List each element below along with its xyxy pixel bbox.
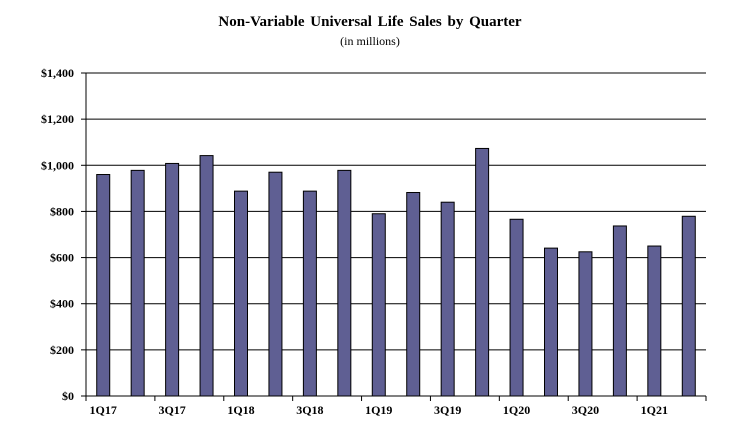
x-tick-label: 1Q21	[641, 403, 668, 417]
bar-4Q19	[475, 147, 490, 397]
chart-subtitle: (in millions)	[340, 34, 400, 48]
bar-4Q20	[612, 225, 627, 397]
x-tick-label: 3Q20	[572, 403, 599, 417]
bar-2Q18	[268, 171, 283, 397]
bar-1Q17	[96, 174, 111, 397]
x-tick-label: 3Q17	[158, 403, 185, 417]
bar-2Q17	[130, 169, 145, 397]
bar-1Q19	[371, 213, 386, 397]
y-tick-label: $1,200	[41, 112, 74, 126]
y-tick-label: $200	[50, 343, 74, 357]
y-tick-label: $1,000	[41, 158, 74, 172]
y-tick-label: $0	[62, 389, 74, 403]
x-tick-label: 3Q19	[434, 403, 461, 417]
bar-3Q19	[440, 201, 455, 397]
bar-3Q17	[165, 162, 180, 397]
bar-2Q20	[544, 247, 558, 397]
bar-2Q19	[406, 192, 421, 397]
x-tick-label: 1Q19	[365, 403, 392, 417]
y-tick-label: $600	[50, 251, 74, 265]
bar-1Q18	[234, 190, 248, 397]
chart-title: Non-Variable Universal Life Sales by Qua…	[218, 14, 522, 30]
bar-2Q21	[681, 215, 696, 397]
y-tick-label: $800	[50, 204, 74, 218]
tick-labels: $0 $200 $400 $600 $800 $1,000 $1,200 $1,400 1Q17…	[41, 66, 668, 417]
bar-4Q17	[199, 155, 214, 397]
bar-1Q20	[509, 218, 524, 397]
x-tick-label: 1Q18	[227, 403, 254, 417]
bar-1Q21	[647, 245, 662, 397]
y-tick-label: $1,400	[41, 66, 74, 80]
gridlines	[86, 72, 706, 351]
bar-3Q20	[578, 251, 593, 397]
bar-3Q18	[302, 190, 317, 397]
x-tick-label: 3Q18	[296, 403, 323, 417]
x-tick-label: 1Q17	[90, 403, 117, 417]
axes	[81, 72, 707, 401]
y-tick-label: $400	[50, 297, 74, 311]
x-tick-label: 1Q20	[503, 403, 530, 417]
bars	[96, 147, 696, 397]
bar-4Q18	[337, 169, 352, 397]
